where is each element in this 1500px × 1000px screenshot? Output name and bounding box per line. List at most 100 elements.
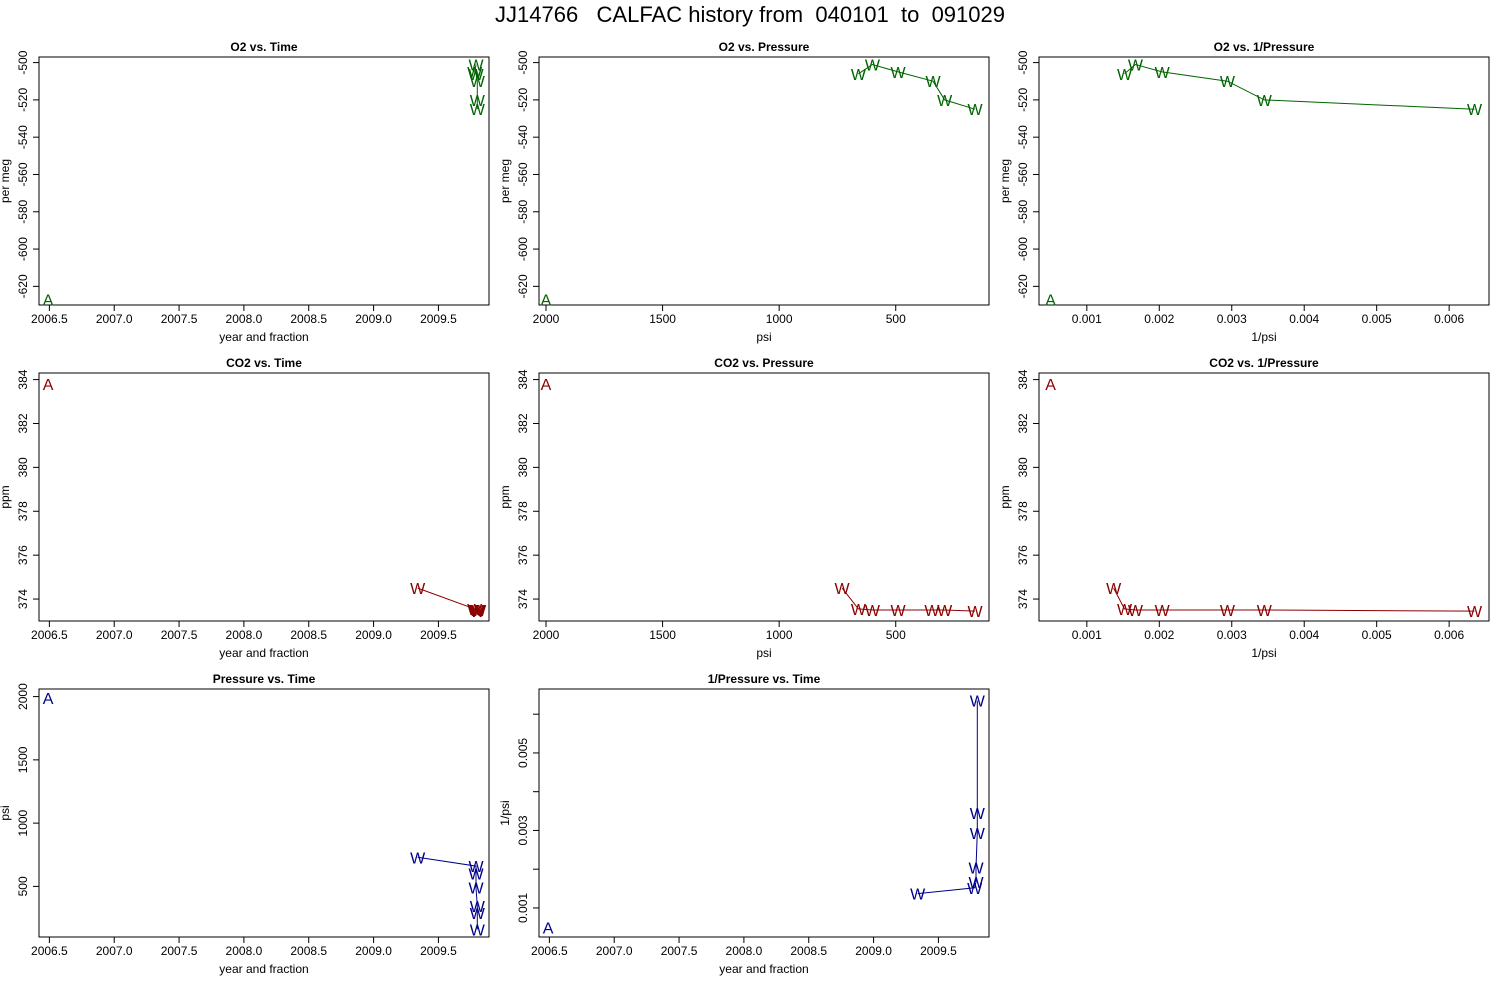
- data-point-W: W: [471, 603, 487, 620]
- y-tick-label: 382: [516, 413, 530, 433]
- x-tick-label: 0.005: [1362, 628, 1392, 642]
- x-axis-label: psi: [756, 646, 771, 660]
- x-tick-label: 2007.5: [161, 312, 198, 326]
- data-point-W: W: [891, 603, 907, 620]
- x-tick-label: 500: [886, 628, 906, 642]
- x-tick-label: 0.002: [1144, 312, 1174, 326]
- x-tick-label: 1500: [649, 628, 676, 642]
- plot-panel-1: O2 vs. Time 2006.5 2007.0 2007.5 2008.0 2008.…: [0, 40, 490, 344]
- x-tick-label: 2009.0: [355, 628, 392, 642]
- plot-frame: [38, 372, 490, 622]
- series-line: [917, 700, 978, 895]
- plot-frame: [38, 56, 490, 306]
- data-point-A: A: [43, 377, 54, 394]
- plot-panel-8: 1/Pressure vs. Time 2006.5 2007.0 2007.5 200…: [498, 672, 990, 976]
- plot-panel-7: Pressure vs. Time 2006.5 2007.0 2007.5 2008.…: [0, 672, 490, 976]
- data-point-W: W: [1117, 67, 1133, 84]
- x-tick-label: 0.001: [1072, 628, 1102, 642]
- x-tick-label: 0.004: [1289, 312, 1319, 326]
- y-axis-label: ppm: [998, 485, 1012, 508]
- data-point-W: W: [467, 602, 483, 619]
- y-tick-label: -580: [16, 199, 30, 223]
- y-tick-label: -580: [1016, 199, 1030, 223]
- data-point-W: W: [967, 102, 983, 119]
- x-tick-label: 2009.0: [355, 944, 392, 958]
- plot-frame: [1038, 372, 1490, 622]
- data-point-W: W: [470, 906, 486, 923]
- x-tick-label: 2008.0: [226, 628, 263, 642]
- data-point-W: W: [1117, 602, 1133, 619]
- x-axis-label: psi: [756, 330, 771, 344]
- series-line: [858, 63, 976, 110]
- x-tick-label: 2000: [533, 312, 560, 326]
- y-tick-label: 376: [1016, 545, 1030, 565]
- x-tick-label: 2007.0: [596, 944, 633, 958]
- x-tick-label: 0.003: [1217, 312, 1247, 326]
- y-tick-label: 2000: [16, 683, 30, 710]
- data-point-W: W: [891, 65, 907, 82]
- y-tick-label: 380: [516, 457, 530, 477]
- plot-title: CO2 vs. 1/Pressure: [1209, 356, 1319, 370]
- data-point-W: W: [1128, 603, 1144, 620]
- x-tick-label: 0.006: [1434, 312, 1464, 326]
- data-point-W: W: [470, 603, 486, 620]
- x-tick-label: 0.004: [1289, 628, 1319, 642]
- data-point-A: A: [541, 292, 552, 309]
- data-point-W: W: [468, 859, 484, 876]
- data-point-W: W: [937, 603, 953, 620]
- y-tick-label: -520: [16, 88, 30, 112]
- x-tick-label: 2008.0: [726, 944, 763, 958]
- y-tick-label: -600: [516, 237, 530, 261]
- y-axis-label: 1/psi: [498, 800, 512, 825]
- data-point-W: W: [967, 881, 983, 898]
- data-point-W: W: [410, 850, 426, 867]
- plot-panel-4: CO2 vs. Time 2006.5 2007.0 2007.5 2008.0 2008…: [0, 356, 490, 660]
- plot-frame: [38, 688, 490, 938]
- y-tick-label: -560: [1016, 162, 1030, 186]
- x-tick-label: 0.006: [1434, 628, 1464, 642]
- y-tick-label: -620: [1016, 274, 1030, 298]
- data-point-W: W: [410, 581, 426, 598]
- y-tick-label: -520: [516, 88, 530, 112]
- data-point-W: W: [967, 604, 983, 621]
- y-tick-label: -520: [1016, 88, 1030, 112]
- y-tick-label: -500: [516, 50, 530, 74]
- x-tick-label: 1500: [649, 312, 676, 326]
- data-point-W: W: [1467, 102, 1483, 119]
- data-point-W: W: [468, 867, 484, 884]
- x-tick-label: 2008.5: [290, 944, 327, 958]
- data-point-A: A: [1045, 377, 1056, 394]
- data-point-W: W: [468, 603, 484, 620]
- x-tick-label: 2006.5: [31, 628, 68, 642]
- y-tick-label: -540: [516, 125, 530, 149]
- data-point-W: W: [835, 581, 851, 598]
- plot-title: CO2 vs. Pressure: [714, 356, 814, 370]
- data-point-W: W: [1155, 603, 1171, 620]
- data-point-W: W: [910, 887, 926, 904]
- y-axis-label: per meg: [998, 159, 1012, 203]
- data-point-W: W: [470, 74, 486, 91]
- x-tick-label: 2008.0: [226, 312, 263, 326]
- data-point-W: W: [925, 74, 941, 91]
- x-tick-label: 2008.5: [290, 628, 327, 642]
- y-tick-label: 374: [516, 589, 530, 609]
- plot-panel-6: CO2 vs. 1/Pressure 0.001 0.002 0.003 0.004 0.…: [998, 356, 1490, 660]
- y-tick-label: -500: [1016, 50, 1030, 74]
- data-point-W: W: [1128, 57, 1144, 74]
- x-axis-label: year and fraction: [719, 962, 808, 976]
- y-tick-label: 374: [16, 589, 30, 609]
- x-tick-label: 2007.5: [661, 944, 698, 958]
- y-tick-label: 0.005: [516, 738, 530, 768]
- data-point-W: W: [470, 604, 486, 621]
- data-point-W: W: [1257, 603, 1273, 620]
- plot-title: O2 vs. Pressure: [719, 40, 810, 54]
- data-point-W: W: [968, 875, 984, 892]
- y-tick-label: 1000: [16, 809, 30, 836]
- x-tick-label: 0.003: [1217, 628, 1247, 642]
- y-axis-label: per meg: [498, 159, 512, 203]
- x-tick-label: 0.001: [1072, 312, 1102, 326]
- x-tick-label: 0.005: [1362, 312, 1392, 326]
- plot-panel-5: CO2 vs. Pressure 2000 1500 1000 500 psi 374 376…: [498, 356, 990, 660]
- x-tick-label: 500: [886, 312, 906, 326]
- x-tick-label: 2009.5: [420, 944, 457, 958]
